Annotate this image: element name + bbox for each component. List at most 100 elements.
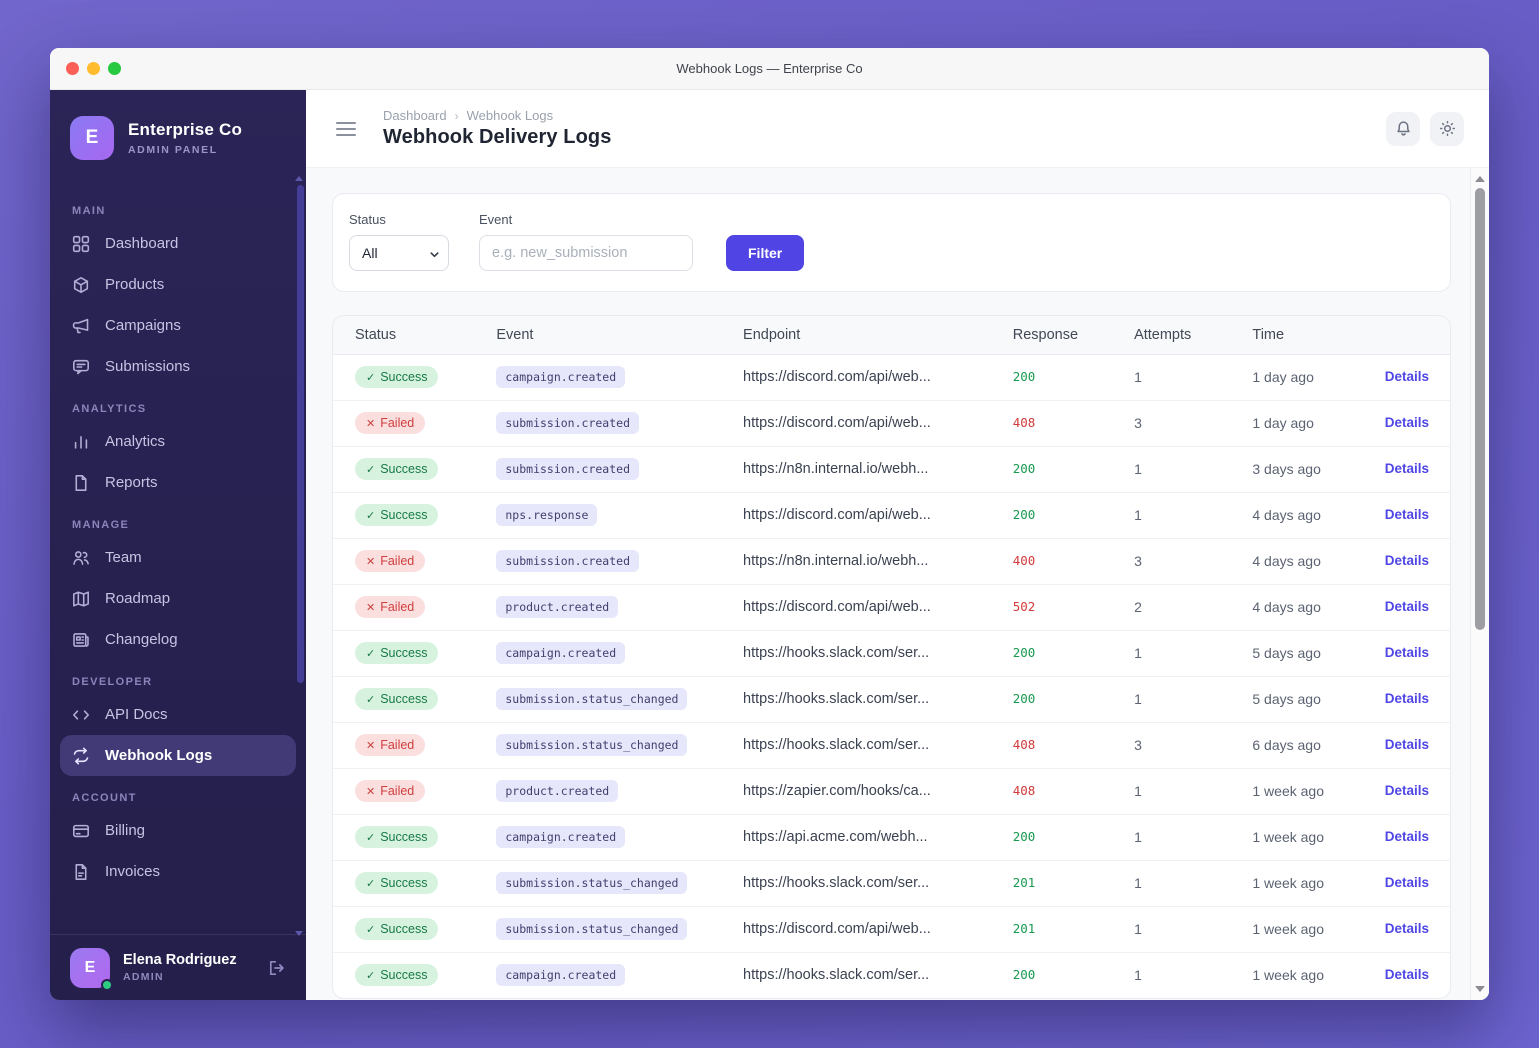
endpoint-cell: https://hooks.slack.com/ser...: [721, 721, 991, 768]
attempts-cell: 1: [1112, 905, 1231, 952]
check-icon: ✓: [366, 969, 376, 982]
main-area: Dashboard › Webhook Logs Webhook Deliver…: [306, 90, 1489, 1000]
status-badge-label: Failed: [380, 738, 415, 752]
endpoint-cell: https://discord.com/api/web...: [721, 399, 991, 446]
theme-toggle-button[interactable]: [1430, 111, 1464, 146]
window-titlebar: Webhook Logs — Enterprise Co: [50, 48, 1489, 90]
attempts-cell: 1: [1112, 813, 1231, 860]
event-filter-input[interactable]: [479, 235, 693, 271]
table-row: ✕ Failed product.created https://zapier.com…: [333, 767, 1450, 814]
online-status-dot: [101, 978, 113, 991]
sidebar-item-webhook-logs[interactable]: Webhook Logs: [60, 735, 296, 776]
bar-chart-icon: [72, 433, 90, 451]
response-code: 400: [1012, 553, 1036, 568]
close-window-button[interactable]: [66, 62, 79, 75]
status-badge-label: Success: [380, 968, 428, 983]
sidebar: E Enterprise Co ADMIN PANEL MAIN Dashboar…: [50, 90, 306, 1000]
megaphone-icon: [72, 317, 90, 335]
scrollbar-thumb[interactable]: [1475, 188, 1485, 630]
table-row: ✓ Success submission.status_changed https:/…: [333, 859, 1450, 906]
sidebar-item-roadmap[interactable]: Roadmap: [60, 578, 296, 619]
status-badge: ✕ Failed: [355, 780, 426, 802]
sidebar-item-analytics[interactable]: Analytics: [60, 421, 296, 462]
status-badge-label: Success: [380, 830, 428, 844]
avatar-initial: E: [84, 958, 96, 976]
vertical-scrollbar[interactable]: [1470, 168, 1489, 1000]
status-badge: ✓ Success: [355, 964, 439, 987]
sidebar-item-products[interactable]: Products: [60, 264, 296, 305]
sidebar-item-dashboard[interactable]: Dashboard: [60, 223, 296, 264]
details-link[interactable]: Details: [1384, 829, 1429, 844]
sidebar-item-changelog[interactable]: Changelog: [60, 619, 296, 660]
sidebar-item-campaigns[interactable]: Campaigns: [60, 305, 296, 346]
details-link[interactable]: Details: [1384, 967, 1429, 983]
endpoint-cell: https://n8n.internal.io/webh...: [721, 537, 991, 584]
event-badge: submission.status_changed: [496, 734, 688, 756]
details-link[interactable]: Details: [1384, 507, 1429, 522]
breadcrumb-dashboard[interactable]: Dashboard: [383, 108, 447, 123]
scroll-down-arrow[interactable]: [1475, 986, 1485, 992]
details-link[interactable]: Details: [1384, 875, 1429, 890]
webhook-logs-table: Status Event Endpoint Response Attempts …: [332, 315, 1451, 999]
x-icon: ✕: [366, 785, 376, 798]
logout-button[interactable]: [268, 959, 286, 977]
details-link[interactable]: Details: [1384, 553, 1429, 568]
status-filter-select[interactable]: All: [349, 235, 449, 271]
sidebar-item-reports[interactable]: Reports: [60, 462, 296, 503]
breadcrumb: Dashboard › Webhook Logs: [383, 108, 1386, 123]
check-icon: ✓: [366, 693, 376, 706]
check-icon: ✓: [366, 463, 376, 476]
brand-logo: E: [70, 115, 114, 160]
status-badge: ✕ Failed: [355, 596, 426, 618]
sidebar-item-invoices[interactable]: Invoices: [60, 851, 296, 892]
event-badge: campaign.created: [496, 826, 626, 848]
document-icon: [72, 474, 90, 492]
sidebar-scroll-up-arrow[interactable]: [295, 176, 303, 181]
attempts-cell: 3: [1112, 537, 1231, 584]
sidebar-item-team[interactable]: Team: [60, 537, 296, 578]
sidebar-item-label: Webhook Logs: [105, 747, 213, 764]
x-icon: ✕: [366, 417, 376, 430]
sun-icon: [1439, 120, 1455, 137]
column-header-attempts: Attempts: [1112, 316, 1231, 355]
x-icon: ✕: [366, 555, 376, 568]
grid-icon: [72, 235, 90, 253]
sidebar-scrollbar-thumb[interactable]: [297, 185, 304, 683]
table-row: ✕ Failed submission.created https://n8n.int…: [333, 537, 1450, 584]
window-title: Webhook Logs — Enterprise Co: [676, 61, 863, 76]
users-icon: [72, 549, 90, 567]
notifications-button[interactable]: [1386, 111, 1420, 146]
check-icon: ✓: [366, 831, 376, 844]
time-cell: 1 week ago: [1230, 813, 1363, 860]
status-badge: ✕ Failed: [355, 412, 426, 434]
details-link[interactable]: Details: [1384, 921, 1429, 936]
maximize-window-button[interactable]: [108, 62, 121, 75]
sidebar-item-billing[interactable]: Billing: [60, 810, 296, 851]
time-cell: 1 day ago: [1252, 369, 1314, 385]
column-header-status: Status: [333, 316, 475, 355]
filter-card: Status All Event: [332, 193, 1451, 292]
details-link[interactable]: Details: [1384, 461, 1429, 476]
details-link[interactable]: Details: [1384, 645, 1429, 660]
status-filter-label: Status: [349, 212, 386, 227]
bell-icon: [1396, 121, 1410, 136]
details-link[interactable]: Details: [1384, 415, 1429, 430]
table-row: ✓ Success campaign.created https://hooks.sl…: [333, 629, 1450, 676]
breadcrumb-webhook-logs[interactable]: Webhook Logs: [466, 108, 554, 123]
details-link[interactable]: Details: [1384, 599, 1429, 614]
sidebar-scroll-down-arrow[interactable]: [295, 931, 303, 936]
details-link[interactable]: Details: [1384, 691, 1429, 706]
menu-toggle-button[interactable]: [336, 121, 356, 136]
details-link[interactable]: Details: [1384, 737, 1429, 752]
user-section: E Elena Rodriguez ADMIN: [50, 934, 306, 1000]
minimize-window-button[interactable]: [87, 62, 100, 75]
scroll-up-arrow[interactable]: [1475, 176, 1485, 182]
table-row: ✕ Failed product.created https://discord.co…: [333, 583, 1450, 630]
sidebar-item-api-docs[interactable]: API Docs: [60, 694, 296, 735]
sidebar-item-submissions[interactable]: Submissions: [60, 346, 296, 387]
details-link[interactable]: Details: [1384, 783, 1429, 798]
details-link[interactable]: Details: [1384, 369, 1429, 384]
endpoint-cell: https://hooks.slack.com/ser...: [721, 859, 991, 906]
filter-button[interactable]: Filter: [726, 235, 805, 271]
status-badge-label: Success: [380, 692, 428, 706]
